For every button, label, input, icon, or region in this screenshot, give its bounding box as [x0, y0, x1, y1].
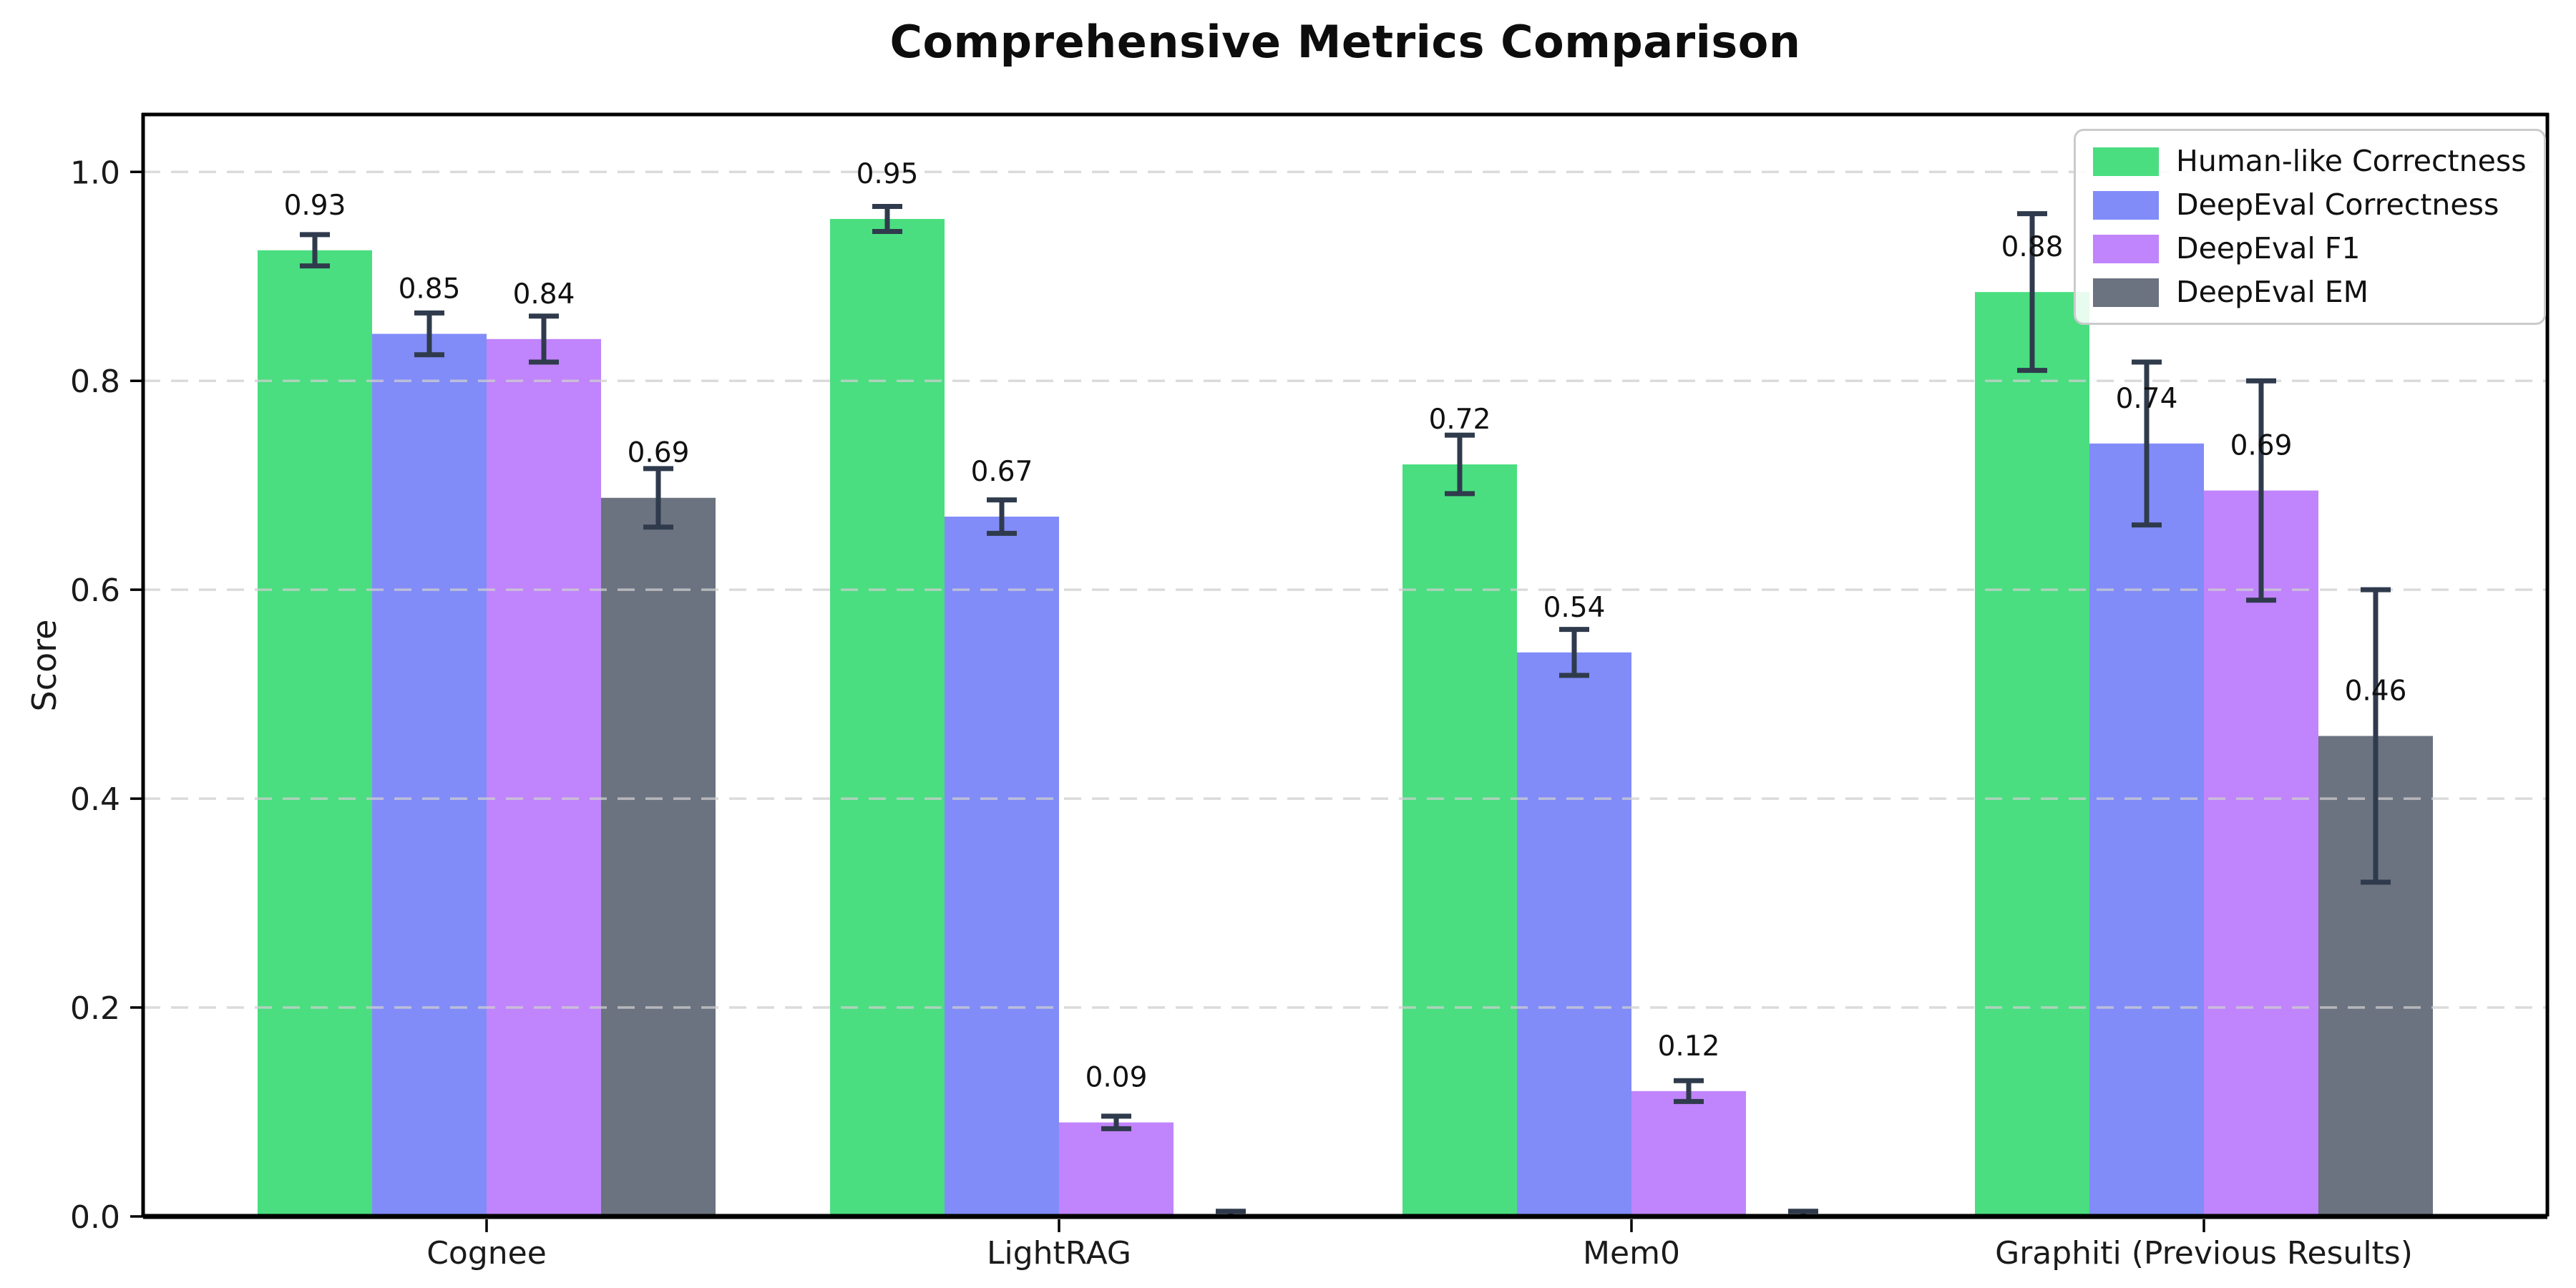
y-tick-label: 0.8	[70, 364, 120, 400]
legend-swatch	[2093, 147, 2159, 176]
bar-value-label: 0.09	[1085, 1062, 1148, 1094]
y-tick-label: 0.4	[70, 781, 120, 818]
legend-swatch	[2093, 190, 2159, 220]
chart-title: Comprehensive Metrics Comparison	[889, 16, 1801, 68]
y-tick-label: 0.6	[70, 572, 120, 609]
bar-value-label: 0.88	[2001, 231, 2064, 263]
bar-human-like-correctness-3	[1975, 292, 2089, 1217]
legend-item-deepeval-f1: DeepEval F1	[2093, 233, 2527, 265]
bar-human-like-correctness-2	[1402, 464, 1517, 1216]
x-tick-label: Cognee	[426, 1235, 547, 1272]
bar-deepeval-f1-2	[1631, 1091, 1746, 1216]
bar-value-label: 0.95	[857, 158, 919, 190]
x-tick-label: LightRAG	[987, 1235, 1131, 1272]
bar-deepeval-correctness-3	[2089, 443, 2204, 1216]
x-tick-label: Graphiti (Previous Results)	[1995, 1235, 2413, 1272]
bar-deepeval-f1-3	[2204, 490, 2318, 1216]
legend-item-deepeval-em: DeepEval EM	[2093, 276, 2527, 308]
bar-human-like-correctness-1	[830, 218, 945, 1216]
y-tick-label: 0.0	[70, 1199, 120, 1236]
bar-deepeval-f1-1	[1059, 1122, 1174, 1216]
legend-item-deepeval-correctness: DeepEval Correctness	[2093, 187, 2527, 223]
bar-value-label: 0.67	[971, 456, 1033, 488]
bar-value-label: 0.69	[628, 437, 690, 469]
bar-deepeval-em-0	[601, 497, 716, 1216]
bar-deepeval-correctness-1	[945, 516, 1059, 1216]
legend-swatch	[2093, 278, 2159, 307]
bar-value-label: 0.46	[2345, 675, 2407, 708]
bar-deepeval-f1-0	[487, 338, 601, 1216]
legend-label: DeepEval EM	[2176, 275, 2369, 310]
y-axis-label: Score	[25, 619, 64, 712]
bar-value-label: 0.12	[1658, 1030, 1720, 1063]
y-tick-label: 1.0	[70, 155, 120, 191]
legend-item-human-like-correctness: Human-like Correctness	[2093, 145, 2527, 177]
legend: Human-like Correctness DeepEval Correctne…	[2074, 129, 2546, 326]
bar-deepeval-correctness-0	[372, 333, 487, 1216]
bar-value-label: 0.69	[2230, 429, 2293, 462]
legend-label: DeepEval F1	[2176, 231, 2361, 266]
bar-value-label: 0.85	[399, 273, 461, 306]
legend-label: DeepEval Correctness	[2176, 187, 2499, 223]
bar-value-label: 0.93	[284, 190, 346, 222]
bar-value-label: 0.54	[1543, 592, 1606, 624]
legend-label: Human-like Correctness	[2176, 144, 2527, 178]
y-tick-label: 0.2	[70, 990, 120, 1027]
bar-value-label: 0.74	[2116, 383, 2178, 415]
legend-swatch	[2093, 234, 2159, 263]
x-tick-label: Mem0	[1583, 1235, 1680, 1272]
bar-human-like-correctness-0	[258, 250, 372, 1216]
bar-deepeval-correctness-2	[1517, 652, 1631, 1216]
bar-value-label: 0.84	[513, 278, 575, 311]
bar-value-label: 0.72	[1429, 404, 1491, 436]
